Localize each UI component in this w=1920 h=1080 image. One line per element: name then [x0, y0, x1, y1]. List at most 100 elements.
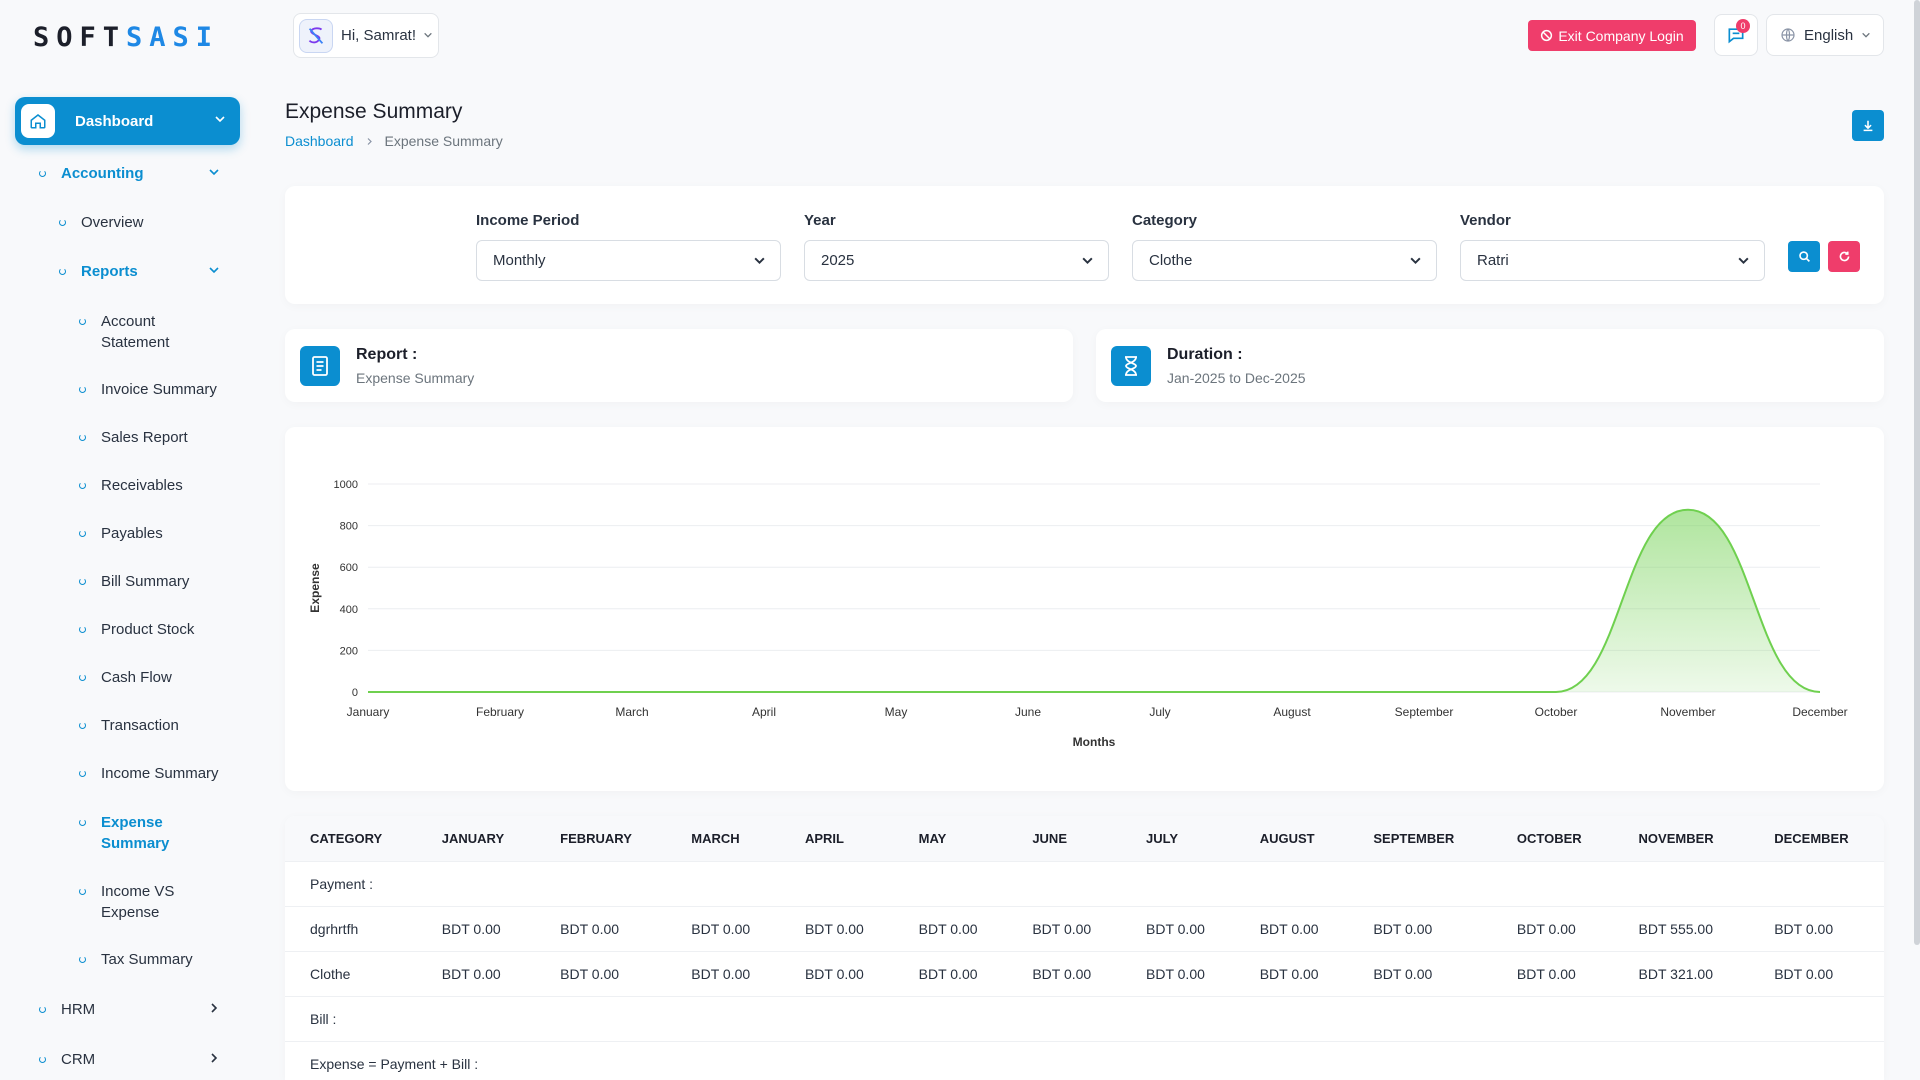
table-cell: BDT 0.00 — [1007, 950, 1121, 996]
chevron-right-icon — [208, 1001, 220, 1018]
page-title: Expense Summary — [285, 100, 463, 123]
language-selector[interactable]: English — [1766, 14, 1884, 56]
x-tick-label: September — [1395, 705, 1454, 719]
table-cell: BDT 0.00 — [1007, 905, 1121, 951]
income-period-select[interactable]: Monthly — [476, 240, 781, 281]
sidebar-item-income-vs-expense[interactable]: Income VS Expense — [79, 881, 181, 923]
sidebar-item-sales-report[interactable]: Sales Report — [79, 429, 188, 446]
column-header: MARCH — [691, 830, 740, 846]
table-cell: BDT 0.00 — [1749, 950, 1884, 996]
exit-company-login-button[interactable]: Exit Company Login — [1528, 20, 1696, 51]
sidebar-item-crm[interactable]: CRM — [39, 1051, 220, 1068]
sidebar-item-expense-summary[interactable]: Expense Summary — [79, 812, 181, 854]
sidebar-item-dashboard[interactable]: Dashboard — [15, 97, 240, 145]
table-cell: BDT 0.00 — [779, 950, 894, 996]
chevron-down-icon — [423, 27, 433, 45]
x-tick-label: June — [1015, 705, 1041, 719]
category-filter: Category Clothe — [1132, 212, 1437, 281]
column-header: FEBRUARY — [560, 830, 632, 846]
brand-logo[interactable]: SOFTSASI — [33, 22, 220, 53]
table-cell: BDT 0.00 — [1234, 950, 1349, 996]
bill-section-row: Bill : — [285, 995, 1884, 1041]
table-cell: BDT 0.00 — [666, 905, 780, 951]
column-header: OCTOBER — [1516, 830, 1582, 846]
sidebar-item-bill-summary[interactable]: Bill Summary — [79, 573, 189, 590]
sidebar-item-hrm[interactable]: HRM — [39, 1001, 220, 1018]
table-cell: BDT 0.00 — [535, 905, 667, 951]
table-cell: BDT 0.00 — [1491, 905, 1614, 951]
download-icon — [1863, 120, 1873, 131]
table-cell: BDT 0.00 — [535, 950, 667, 996]
year-select[interactable]: 2025 — [804, 240, 1109, 281]
table-cell: BDT 0.00 — [416, 950, 536, 996]
y-tick-label: 400 — [340, 604, 358, 616]
sidebar-item-overview[interactable]: Overview — [59, 214, 144, 231]
vendor-filter: Vendor Ratri — [1460, 212, 1765, 281]
sidebar-item-payables[interactable]: Payables — [79, 525, 163, 542]
report-info-card: Report : Expense Summary — [285, 329, 1073, 402]
sidebar-item-accounting[interactable]: Accounting — [39, 165, 220, 182]
table-cell: BDT 321.00 — [1613, 950, 1750, 996]
section-label: Expense = Payment + Bill : — [285, 1040, 1884, 1080]
chevron-down-icon — [1861, 27, 1871, 44]
table-cell: BDT 0.00 — [779, 905, 894, 951]
bullet-icon — [79, 318, 86, 325]
page-scrollbar[interactable] — [1914, 0, 1920, 945]
duration-label: Duration : — [1167, 345, 1243, 363]
expense-area-chart: 0 200 400 600 800 1000 January February March Apr… — [308, 479, 1848, 749]
sidebar-item-product-stock[interactable]: Product Stock — [79, 621, 194, 638]
chevron-down-icon — [208, 165, 220, 182]
reset-button[interactable] — [1828, 241, 1860, 272]
column-header: APRIL — [804, 830, 844, 846]
table-cell: BDT 0.00 — [1121, 905, 1235, 951]
bullet-icon — [79, 722, 86, 729]
vendor-select[interactable]: Ratri — [1460, 240, 1765, 281]
column-header: SEPTEMBER — [1373, 830, 1455, 846]
column-header: JULY — [1146, 830, 1179, 846]
document-icon — [300, 345, 340, 386]
bullet-icon — [79, 386, 86, 393]
report-label: Report : — [356, 345, 418, 363]
x-tick-label: April — [752, 705, 776, 719]
breadcrumb-dashboard-link[interactable]: Dashboard — [285, 133, 354, 149]
sidebar-item-reports[interactable]: Reports — [59, 263, 220, 280]
x-tick-label: December — [1792, 705, 1847, 719]
x-tick-label: February — [476, 705, 524, 719]
table-cell: BDT 0.00 — [1348, 905, 1492, 951]
chevron-down-icon — [208, 263, 220, 280]
column-header: MAY — [918, 830, 947, 846]
bullet-icon — [79, 956, 86, 963]
breadcrumb-current: Expense Summary — [384, 133, 503, 149]
expense-table-card: CATEGORY JANUARY FEBRUARY MARCH APRIL MAY JUNE… — [285, 816, 1884, 1080]
notification-button[interactable]: 0 — [1714, 14, 1758, 56]
y-tick-label: 200 — [340, 645, 358, 657]
sidebar-item-receivables[interactable]: Receivables — [79, 477, 183, 494]
x-tick-label: November — [1660, 705, 1715, 719]
vendor-label: Vendor — [1460, 212, 1511, 229]
sidebar-item-cash-flow[interactable]: Cash Flow — [79, 669, 172, 686]
chevron-right-icon — [365, 134, 374, 149]
exit-label: Exit Company Login — [1558, 27, 1684, 44]
sidebar-item-account-statement[interactable]: Account Statement — [79, 311, 181, 353]
user-menu[interactable]: Hi, Samrat! — [293, 13, 439, 58]
table-cell: BDT 555.00 — [1613, 905, 1750, 951]
year-filter: Year 2025 — [804, 212, 1109, 281]
sidebar-item-transaction[interactable]: Transaction — [79, 717, 179, 734]
x-tick-label: March — [615, 705, 648, 719]
expense-total-row: Expense = Payment + Bill : — [285, 1040, 1884, 1080]
sidebar-item-tax-summary[interactable]: Tax Summary — [79, 951, 193, 968]
breadcrumb: Dashboard Expense Summary — [285, 133, 503, 149]
bullet-icon — [79, 482, 86, 489]
y-axis-title: Expense — [308, 563, 322, 613]
search-button[interactable] — [1788, 241, 1820, 272]
sidebar-item-invoice-summary[interactable]: Invoice Summary — [79, 381, 217, 398]
sidebar-item-income-summary[interactable]: Income Summary — [79, 765, 219, 782]
table-cell: BDT 0.00 — [666, 950, 780, 996]
download-button[interactable] — [1852, 110, 1884, 141]
category-select[interactable]: Clothe — [1132, 240, 1437, 281]
search-icon — [1798, 251, 1810, 262]
chevron-down-icon — [214, 112, 226, 130]
duration-info-card: Duration : Jan-2025 to Dec-2025 — [1096, 329, 1884, 402]
x-tick-label: August — [1273, 705, 1311, 719]
report-value: Expense Summary — [356, 369, 475, 386]
